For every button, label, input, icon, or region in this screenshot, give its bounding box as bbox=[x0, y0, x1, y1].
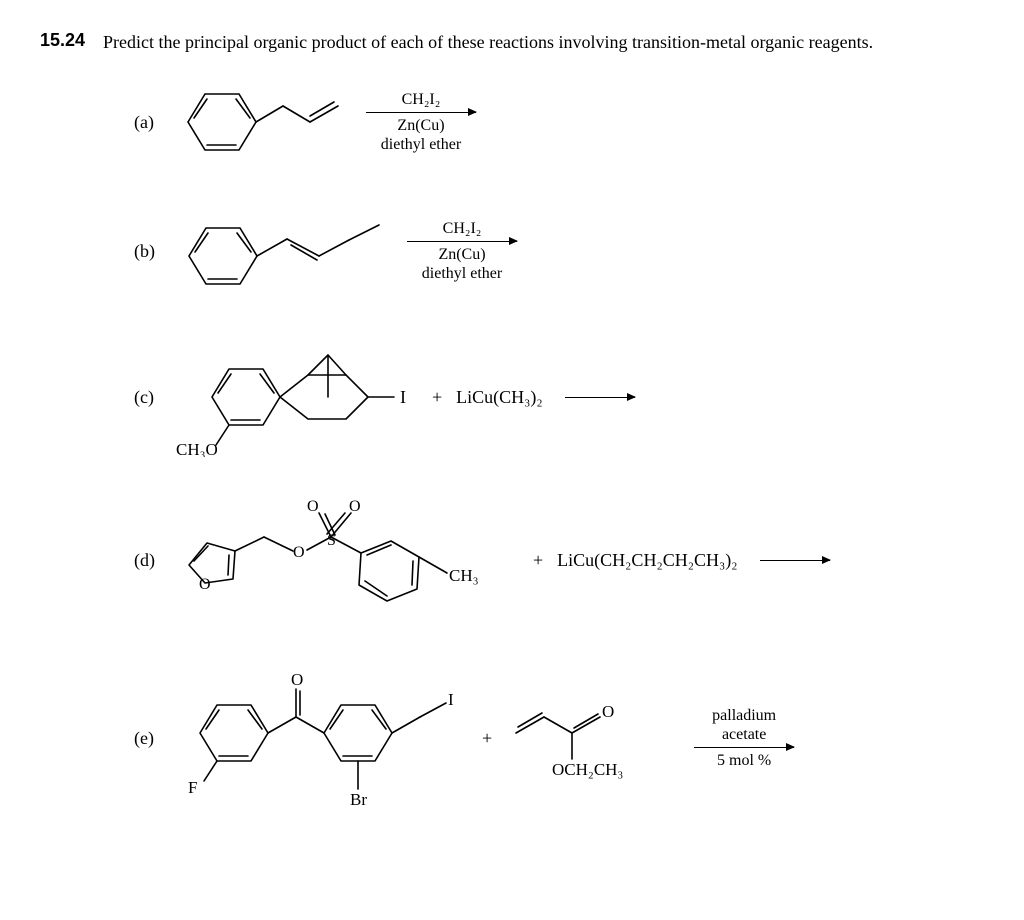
part-c-arrow bbox=[565, 394, 635, 401]
part-d-plus: + bbox=[533, 550, 543, 571]
part-a-reagent-top: CH₂I₂ bbox=[402, 90, 441, 109]
part-d-ch3: CH₃ bbox=[449, 566, 479, 585]
problem-header: 15.24 Predict the principal organic prod… bbox=[40, 30, 984, 55]
part-a-arrow: CH₂I₂ Zn(Cu) diethyl ether bbox=[366, 90, 476, 155]
part-e-acryl-oet: OCH₂CH₃ bbox=[552, 760, 623, 779]
part-d-s: S bbox=[327, 532, 336, 549]
part-a-reagent-bot2: diethyl ether bbox=[381, 135, 461, 154]
part-c-plus: + bbox=[432, 387, 442, 408]
part-e-cat-mid: acetate bbox=[722, 725, 766, 744]
part-d-label: (d) bbox=[134, 550, 155, 571]
part-d: (d) bbox=[134, 495, 984, 625]
part-a: (a) CH₂I₂ Zn( bbox=[134, 79, 984, 165]
part-d-furan-o: O bbox=[199, 576, 211, 593]
part-e-cat-top: palladium bbox=[712, 706, 776, 725]
part-b-reagent-bot1: Zn(Cu) bbox=[438, 245, 485, 264]
part-a-structure bbox=[168, 79, 348, 165]
part-e-br: Br bbox=[350, 790, 367, 809]
problem-stem: Predict the principal organic product of… bbox=[103, 30, 873, 55]
part-a-reagent-bot1: Zn(Cu) bbox=[397, 116, 444, 135]
part-c-label: (c) bbox=[134, 387, 154, 408]
part-e-cat-bot: 5 mol % bbox=[717, 751, 771, 770]
part-b-arrow: CH₂I₂ Zn(Cu) diethyl ether bbox=[407, 219, 517, 284]
part-c: (c) I bbox=[134, 337, 984, 457]
part-d-arrow bbox=[760, 557, 830, 564]
part-e-i: I bbox=[448, 690, 454, 709]
part-b: (b) CH₂I₂ bbox=[134, 203, 984, 299]
part-d-so2-o1: O bbox=[307, 498, 319, 515]
part-d-structure: O O O O S CH₃ bbox=[169, 495, 519, 625]
part-e-arrow: palladium acetate 5 mol % bbox=[694, 706, 794, 771]
parts-container: (a) CH₂I₂ Zn( bbox=[134, 79, 984, 813]
part-e-acryl-o: O bbox=[602, 702, 614, 721]
part-c-structure: I CH₃O bbox=[168, 337, 418, 457]
part-b-structure bbox=[169, 203, 389, 299]
part-c-och3: CH₃O bbox=[176, 440, 218, 457]
part-b-reagent-bot2: diethyl ether bbox=[422, 264, 502, 283]
part-e-label: (e) bbox=[134, 728, 154, 749]
part-e-plus: + bbox=[482, 728, 492, 749]
part-d-cuprate: LiCu(CH₂CH₂CH₂CH₃)₂ bbox=[557, 550, 737, 571]
part-e-structure2: O OCH₂CH₃ bbox=[506, 693, 676, 783]
part-c-cuprate: LiCu(CH₃)₂ bbox=[456, 387, 543, 408]
part-d-sulf-o: O bbox=[293, 544, 305, 561]
part-e-ketone-o: O bbox=[291, 670, 303, 689]
part-e-f: F bbox=[188, 778, 197, 797]
part-b-label: (b) bbox=[134, 241, 155, 262]
part-a-label: (a) bbox=[134, 112, 154, 133]
part-b-reagent-top: CH₂I₂ bbox=[443, 219, 482, 238]
part-e: (e) bbox=[134, 663, 984, 813]
problem-number: 15.24 bbox=[40, 30, 85, 51]
part-e-structure1: F O I Br bbox=[168, 663, 468, 813]
part-c-iodo: I bbox=[400, 387, 406, 407]
part-d-so2-o2: O bbox=[349, 498, 361, 515]
